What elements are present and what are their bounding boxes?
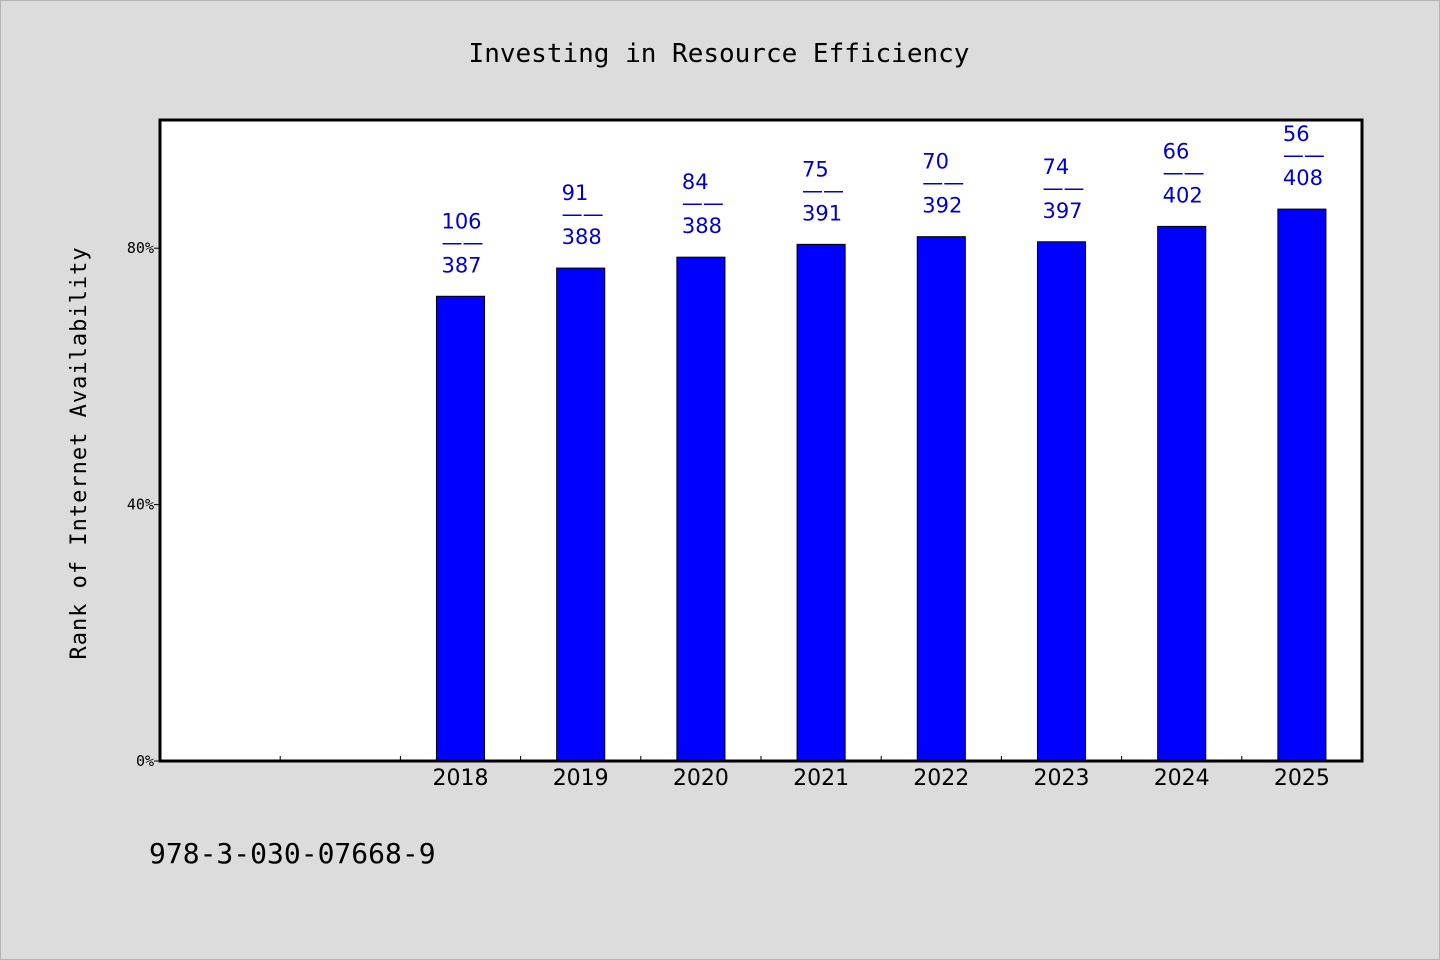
data-label-separator: ——: [441, 230, 483, 254]
isbn-footer: 978-3-030-07668-9: [149, 837, 436, 870]
bar: [1157, 225, 1207, 762]
data-label-denominator: 408: [1283, 166, 1323, 190]
data-label-separator: ——: [682, 191, 724, 215]
data-label-numerator: 106: [441, 209, 481, 233]
y-tick-label: 80%: [127, 239, 154, 257]
data-label-numerator: 74: [1042, 155, 1069, 179]
x-tick-label: 2023: [1034, 766, 1090, 791]
bar: [676, 256, 726, 762]
data-label-separator: ——: [802, 178, 844, 202]
bar: [1036, 241, 1087, 762]
data-label-denominator: 388: [562, 225, 602, 249]
chart-title: Investing in Resource Efficiency: [469, 39, 970, 69]
data-label-separator: ——: [562, 202, 604, 226]
data-label-separator: ——: [1163, 160, 1205, 184]
y-axis: 0% 40% 80%: [127, 239, 160, 770]
data-label-denominator: 397: [1042, 199, 1082, 223]
x-tick-label: 2025: [1274, 766, 1330, 791]
x-tick-label: 2024: [1154, 766, 1210, 791]
data-label-denominator: 392: [922, 194, 962, 218]
x-tick-label: 2019: [553, 766, 609, 791]
data-label-separator: ——: [1042, 176, 1084, 200]
bar: [916, 236, 966, 762]
bar: [1277, 208, 1327, 762]
plot-frame: [158, 118, 1364, 763]
data-label-denominator: 388: [682, 214, 722, 238]
data-label-denominator: 391: [802, 201, 842, 225]
y-axis-label: Rank of Internet Availability: [67, 246, 92, 659]
bars-group: [435, 208, 1327, 762]
data-label-numerator: 91: [562, 181, 589, 205]
data-label-numerator: 56: [1283, 122, 1310, 146]
x-tick-label: 2021: [793, 766, 849, 791]
data-label-separator: ——: [922, 171, 964, 195]
data-label-numerator: 66: [1163, 139, 1190, 163]
data-label-separator: ——: [1283, 143, 1325, 167]
x-tick-label: 2018: [433, 766, 489, 791]
y-tick-label: 0%: [136, 752, 154, 770]
x-tick-label: 2020: [673, 766, 729, 791]
data-label-denominator: 387: [441, 253, 481, 277]
data-label-denominator: 402: [1163, 183, 1203, 207]
bar: [796, 243, 846, 762]
bar: [556, 267, 606, 762]
x-tick-label: 2022: [913, 766, 969, 791]
x-axis: 2018 2019 2020 2021 2022 2023 2024 2025: [279, 756, 1330, 791]
data-label-numerator: 75: [802, 157, 829, 181]
data-label-numerator: 70: [922, 150, 949, 174]
data-label-numerator: 84: [682, 170, 709, 194]
bar: [435, 295, 486, 762]
data-labels-group: 106——38791——38884——38875——39170——39274——…: [441, 122, 1324, 277]
y-tick-label: 40%: [127, 496, 154, 514]
